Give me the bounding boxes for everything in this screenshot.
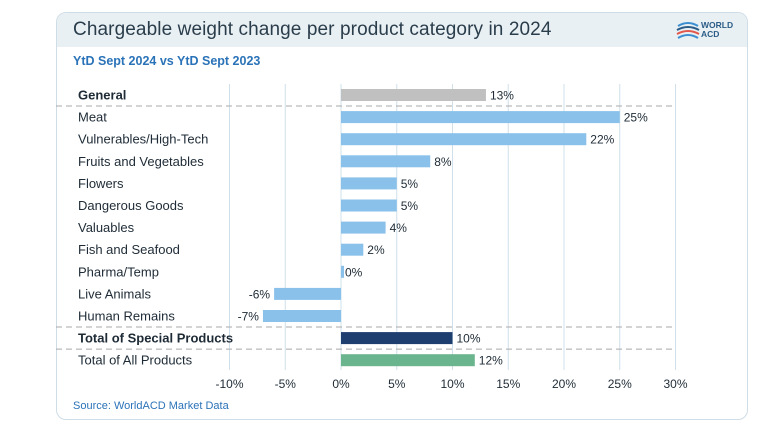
logo-line-2: ACD: [701, 29, 720, 39]
category-label-3: Fruits and Vegetables: [78, 154, 204, 169]
category-label-12: Total of All Products: [78, 353, 193, 368]
x-tick-label-3: 5%: [388, 377, 406, 391]
value-label-9: -6%: [249, 287, 271, 301]
x-tick-label-6: 20%: [552, 377, 576, 391]
category-label-8: Pharma/Temp: [78, 264, 159, 279]
value-label-10: -7%: [238, 310, 260, 324]
bar-0: [341, 89, 486, 101]
value-label-7: 2%: [367, 243, 385, 257]
value-label-1: 25%: [624, 111, 648, 125]
chart-subtitle: YtD Sept 2024 vs YtD Sept 2023: [73, 54, 261, 68]
x-tick-label-0: -10%: [215, 377, 243, 391]
category-label-10: Human Remains: [78, 309, 175, 324]
bar-8: [341, 265, 344, 278]
bar-11: [341, 332, 453, 345]
value-label-4: 5%: [401, 177, 419, 191]
value-label-2: 22%: [590, 133, 614, 147]
x-tick-label-2: 0%: [332, 377, 350, 391]
bar-2: [341, 133, 587, 146]
logo-text: WORLD ACD: [701, 21, 733, 39]
category-label-11: Total of Special Products: [78, 331, 233, 346]
category-label-2: Vulnerables/High-Tech: [78, 132, 208, 147]
x-tick-label-7: 25%: [608, 377, 632, 391]
bar-10: [262, 310, 341, 322]
category-label-5: Dangerous Goods: [78, 198, 184, 213]
category-label-9: Live Animals: [78, 286, 151, 301]
x-tick-label-8: 30%: [663, 377, 687, 391]
category-label-1: Meat: [78, 110, 107, 125]
x-tick-label-5: 15%: [496, 377, 520, 391]
value-label-12: 12%: [479, 354, 503, 368]
category-label-7: Fish and Seafood: [78, 242, 180, 257]
bar-5: [341, 199, 397, 212]
category-label-6: Valuables: [78, 220, 135, 235]
globe-icon: [676, 22, 700, 39]
bar-9: [274, 287, 341, 300]
value-label-5: 5%: [401, 199, 419, 213]
category-label-0: General: [78, 88, 126, 103]
value-label-3: 8%: [434, 155, 452, 169]
category-label-4: Flowers: [78, 176, 124, 191]
source-note: Source: WorldACD Market Data: [73, 400, 229, 412]
value-label-8: 0%: [345, 265, 363, 279]
bar-7: [341, 243, 364, 256]
chart-card: Chargeable weight change per product cat…: [56, 12, 748, 420]
bar-1: [341, 111, 620, 124]
x-tick-label-1: -5%: [275, 377, 297, 391]
bar-12: [341, 354, 475, 367]
bar-3: [341, 155, 431, 168]
x-tick-label-4: 10%: [440, 377, 464, 391]
value-label-0: 13%: [490, 89, 514, 103]
bar-6: [341, 221, 386, 234]
value-label-6: 4%: [390, 221, 408, 235]
value-label-11: 10%: [457, 332, 481, 346]
logo-line-1: WORLD: [701, 20, 734, 30]
header-bar: Chargeable weight change per product cat…: [57, 13, 747, 47]
bar-4: [341, 177, 397, 190]
chart-title: Chargeable weight change per product cat…: [73, 19, 552, 40]
worldacd-logo: WORLD ACD: [675, 18, 739, 44]
